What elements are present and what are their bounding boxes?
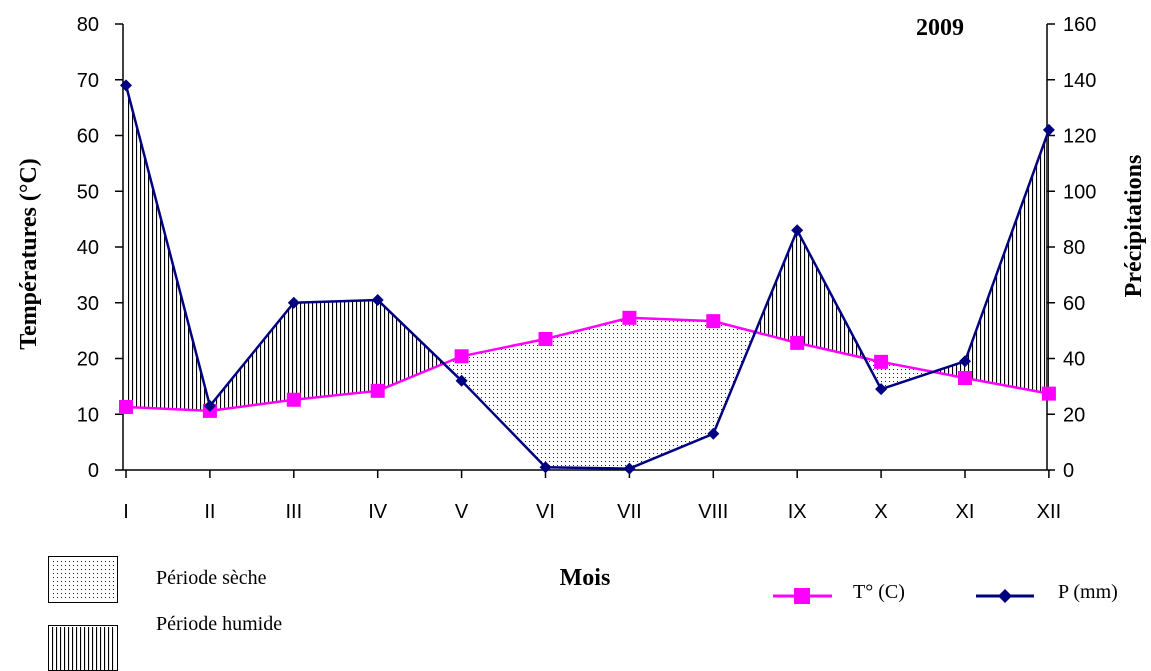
dry-period-area <box>443 317 756 469</box>
legend-wet-label: Période humide <box>156 613 283 635</box>
right-y-tick-label: 80 <box>1063 237 1085 259</box>
series-layer <box>119 79 1056 475</box>
precipitation-point <box>371 293 384 306</box>
temperature-point <box>1041 386 1056 401</box>
temperature-point <box>790 335 805 350</box>
left-y-ticks: 0 10 20 30 40 50 60 70 80 <box>77 14 123 482</box>
temperature-point <box>958 371 972 386</box>
legend-dry-label: Période sèche <box>156 567 267 589</box>
legend-temperature-label: T° (C) <box>853 581 905 603</box>
right-y-tick-label: 140 <box>1063 70 1096 92</box>
precipitation-point <box>623 462 636 475</box>
legend-temperature-marker <box>773 588 832 604</box>
right-y-ticks: 0 20 40 60 80 100 120 140 160 <box>1047 14 1096 482</box>
x-tick-label: XI <box>956 501 975 523</box>
x-tick-label: IV <box>368 501 388 523</box>
x-tick-label: XII <box>1037 501 1061 523</box>
x-tick-label: X <box>874 501 887 523</box>
right-y-tick-label: 160 <box>1063 14 1096 36</box>
precipitation-line <box>124 85 1051 470</box>
left-y-tick-label: 80 <box>77 14 99 36</box>
x-tick-label: I <box>123 501 129 523</box>
left-y-tick-label: 70 <box>77 70 99 92</box>
wet-period-area <box>755 230 865 359</box>
temperature-line <box>125 316 1050 413</box>
x-axis-label: Mois <box>560 565 611 591</box>
right-y-tick-label: 40 <box>1063 349 1085 371</box>
left-y-axis-label: Températures (°C) <box>16 158 42 350</box>
x-tick-label: V <box>455 501 469 523</box>
left-y-tick-label: 60 <box>77 126 99 148</box>
x-tick-label: VII <box>617 501 641 523</box>
legend-precipitation-label: P (mm) <box>1058 581 1118 603</box>
temperature-point <box>622 310 637 325</box>
legend-wet-swatch-fill <box>50 627 116 671</box>
right-y-tick-label: 60 <box>1063 293 1085 315</box>
x-tick-label: II <box>204 501 215 523</box>
x-tick-label: VIII <box>698 501 728 523</box>
x-tick-label: III <box>285 501 302 523</box>
temperature-point <box>874 354 889 369</box>
temperature-point <box>286 392 301 407</box>
precipitation-point <box>203 399 216 412</box>
wet-period-area <box>126 85 444 411</box>
right-y-tick-label: 100 <box>1063 181 1096 203</box>
precipitation-point <box>120 79 132 92</box>
left-y-tick-label: 0 <box>88 460 99 482</box>
temperature-point <box>538 331 553 346</box>
right-y-tick-label: 20 <box>1063 404 1085 426</box>
left-y-tick-label: 10 <box>77 404 99 426</box>
left-y-tick-label: 20 <box>77 349 99 371</box>
right-y-tick-label: 120 <box>1063 126 1096 148</box>
legend-wet-swatch <box>48 625 118 671</box>
chart-title: 2009 <box>916 15 964 41</box>
precipitation-point <box>875 383 888 396</box>
temperature-point <box>119 400 133 415</box>
legend-dry-swatch <box>48 556 118 603</box>
period-fills <box>126 85 1049 469</box>
right-y-axis-label: Précipitations <box>1121 155 1147 298</box>
legend-precipitation-marker <box>976 589 1034 603</box>
left-y-tick-label: 40 <box>77 237 99 259</box>
precipitation-point <box>1042 123 1055 136</box>
precipitation-point <box>539 461 552 474</box>
left-y-tick-label: 50 <box>77 181 99 203</box>
wet-period-area <box>933 129 1049 394</box>
x-tick-label: VI <box>536 501 555 523</box>
precipitation-point <box>791 224 804 237</box>
temperature-point <box>370 383 385 398</box>
precipitation-point <box>707 427 720 440</box>
right-y-tick-label: 0 <box>1063 460 1074 482</box>
x-tick-label: IX <box>788 501 807 523</box>
left-y-tick-label: 30 <box>77 293 99 315</box>
temperature-point <box>454 349 469 364</box>
precipitation-point <box>287 296 300 309</box>
x-ticks: I II III IV V VI VII VIII IX X XI XII <box>123 470 1061 523</box>
legend-dry-swatch-fill <box>50 558 116 601</box>
precipitation-point <box>959 355 971 368</box>
precipitation-point <box>455 374 468 387</box>
temperature-point <box>706 314 721 329</box>
